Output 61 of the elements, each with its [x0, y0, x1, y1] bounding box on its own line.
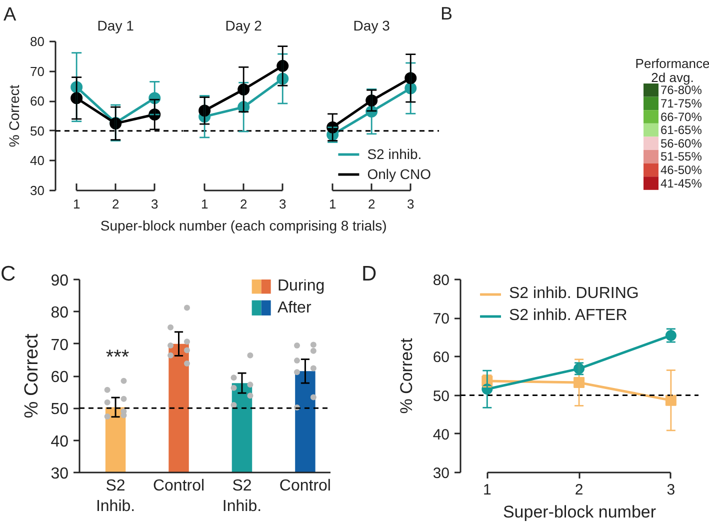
legend-label: S2 inhib. DURING: [509, 285, 639, 303]
y-tick-label: 40: [50, 433, 69, 450]
y-tick-label: 30: [50, 466, 69, 482]
x-tick-label: 1: [200, 196, 208, 212]
text: D: [362, 262, 377, 286]
x-tick-label: 2: [368, 196, 376, 212]
x-tick-label: 3: [279, 196, 286, 212]
y-tick-label: 80: [50, 304, 69, 322]
x-tick-label: S2 Inhib.: [222, 478, 262, 515]
chart-title: Day 3: [353, 18, 390, 34]
legend-label: S2 inhib.: [367, 146, 422, 162]
legend-label: After: [277, 299, 312, 316]
y-tick-label: 30: [432, 465, 450, 482]
x-tick-label: 2: [574, 482, 584, 498]
x-tick-label: S2 Inhib.: [96, 478, 136, 515]
y-tick-label: 40: [30, 153, 45, 168]
y-tick-label: 50: [30, 123, 45, 138]
x-axis-title: Super-block number: [502, 502, 656, 522]
y-tick-label: 70: [50, 336, 69, 354]
y-tick-label: 80: [30, 34, 45, 49]
y-tick-label: 80: [432, 272, 450, 289]
category-label: 71-75%: [660, 96, 702, 110]
y-tick-label: 50: [50, 401, 69, 418]
x-tick-label: 3: [407, 196, 414, 212]
y-tick-label: 30: [30, 183, 45, 198]
text: B: [440, 4, 453, 24]
y-tick-label: 60: [50, 369, 69, 386]
y-tick-label: 70: [30, 64, 45, 79]
y-tick-label: 60: [432, 349, 450, 366]
y-tick-label: 70: [432, 310, 450, 328]
legend-label: S2 inhib. AFTER: [509, 307, 628, 325]
x-tick-label: 3: [666, 482, 676, 498]
category-label: 51-55%: [660, 150, 702, 164]
x-tick-label: Control: [152, 478, 205, 494]
y-axis-title: % Correct: [6, 84, 22, 148]
category-label: 46-50%: [660, 162, 702, 177]
category-label: 61-65%: [660, 123, 702, 138]
category-label: 41-45%: [660, 176, 702, 190]
y-tick-label: 40: [432, 426, 450, 444]
x-tick-label: 2: [112, 196, 120, 212]
text: C: [0, 262, 16, 286]
y-tick-label: 90: [50, 272, 69, 290]
text: A: [4, 4, 16, 26]
x-axis-title: Super-block number (each comprising 8 trials): [100, 218, 387, 234]
annotation: ***: [106, 346, 130, 368]
y-tick-label: 50: [432, 388, 450, 405]
y-tick-label: 60: [30, 94, 45, 109]
category-label: 66-70%: [660, 110, 702, 124]
x-tick-label: 1: [328, 196, 336, 212]
y-axis-title: % Correct: [22, 333, 43, 418]
x-tick-label: 3: [151, 196, 158, 212]
x-tick-label: 2: [240, 196, 248, 212]
y-axis-title: % Correct: [396, 338, 416, 414]
chart-title: Day 2: [225, 18, 262, 34]
x-tick-label: 1: [72, 196, 80, 212]
x-tick-label: Control: [279, 478, 331, 494]
legend-label: Only CNO: [367, 166, 431, 182]
chart-title: Day 1: [97, 18, 134, 34]
x-tick-label: 1: [482, 482, 492, 498]
category-label: 56-60%: [660, 136, 702, 150]
legend-title: Performance 2d avg.: [635, 56, 709, 85]
